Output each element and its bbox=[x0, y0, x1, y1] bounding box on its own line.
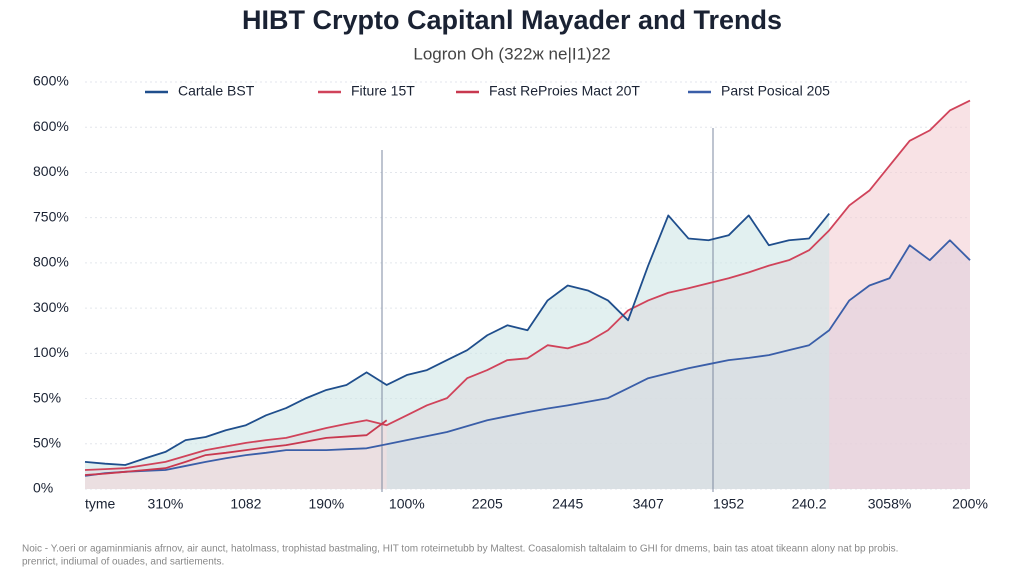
x-tick-label: 190% bbox=[308, 496, 344, 512]
y-tick-label: 0% bbox=[33, 480, 53, 496]
note: prenrict, indiumal of ouades, and sartie… bbox=[22, 557, 224, 568]
x-tick-label: tyme bbox=[85, 496, 116, 512]
legend-label: Parst Posical 205 bbox=[721, 83, 830, 99]
chart-subtitle: Logron Oh (322ж ne|I1)22 bbox=[413, 44, 610, 63]
x-tick-label: 3058% bbox=[868, 496, 912, 512]
line bbox=[84, 99, 971, 471]
legend-label: Fast ReProies Mact 20T bbox=[489, 83, 640, 99]
x-tick-label: 1952 bbox=[713, 496, 744, 512]
x-tick-label: 2445 bbox=[552, 496, 583, 512]
line bbox=[84, 419, 388, 476]
x-tick-label: 100% bbox=[389, 496, 425, 512]
note: Noic - Y.oeri or agaminmianis afrnov, ai… bbox=[22, 544, 898, 555]
y-tick-label: 800% bbox=[33, 254, 69, 270]
y-tick-label: 750% bbox=[33, 208, 69, 224]
area bbox=[85, 420, 387, 489]
y-tick-label: 100% bbox=[33, 344, 69, 360]
x-tick-label: 2205 bbox=[472, 496, 503, 512]
y-tick-label: 600% bbox=[33, 118, 69, 134]
legend-label: Cartale BST bbox=[178, 83, 255, 99]
legend-label: Fiture 15T bbox=[351, 83, 415, 99]
y-tick-label: 300% bbox=[33, 299, 69, 315]
chart-title: HIBT Crypto Capitanl Mayader and Trends bbox=[242, 5, 782, 35]
y-tick-label: 800% bbox=[33, 163, 69, 179]
x-tick-label: 3407 bbox=[633, 496, 664, 512]
x-tick-label: 1082 bbox=[230, 496, 261, 512]
y-tick-label: 50% bbox=[33, 434, 61, 450]
y-tick-label: 50% bbox=[33, 389, 61, 405]
x-tick-label: 200% bbox=[952, 496, 988, 512]
line bbox=[84, 213, 830, 466]
x-tick-label: 240.2 bbox=[792, 496, 827, 512]
area bbox=[85, 213, 830, 489]
line bbox=[84, 239, 971, 477]
y-tick-label: 600% bbox=[33, 73, 69, 89]
x-tick-label: 310% bbox=[148, 496, 184, 512]
